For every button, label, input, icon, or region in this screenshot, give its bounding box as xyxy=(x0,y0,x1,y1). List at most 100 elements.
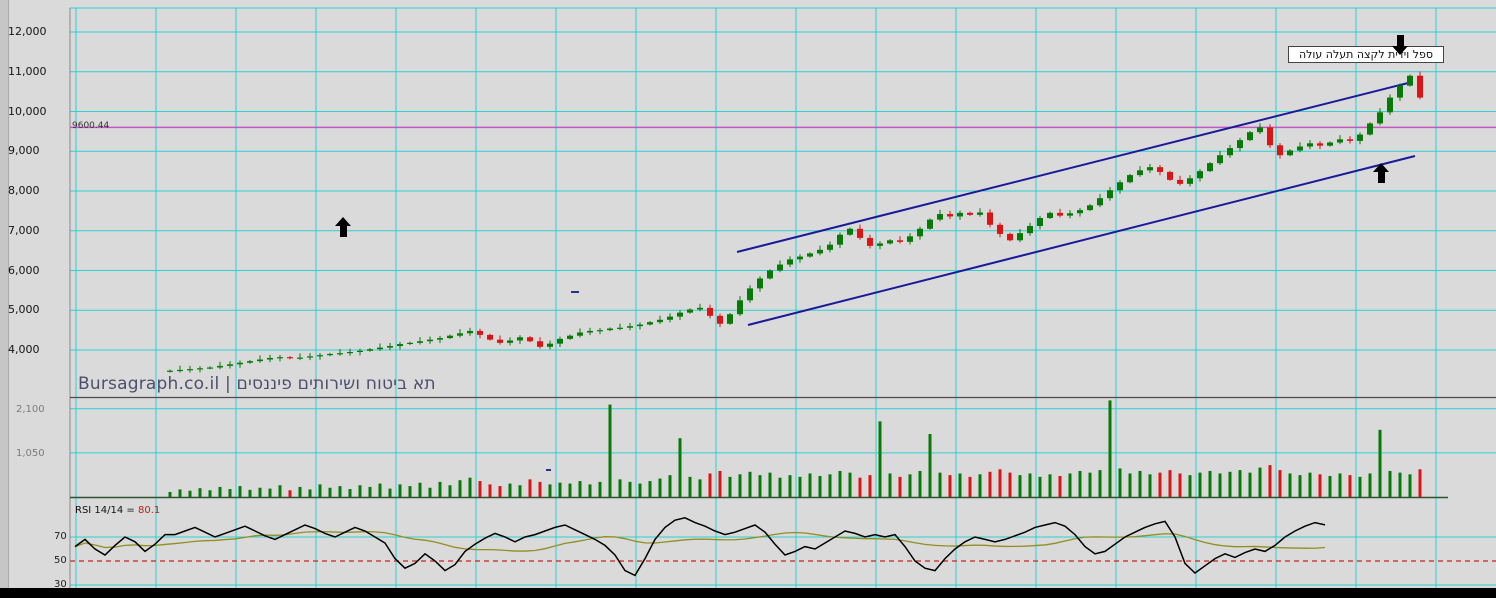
volume-bar xyxy=(238,486,242,497)
volume-bar xyxy=(538,481,542,497)
candle-body xyxy=(617,327,623,329)
candle-body xyxy=(397,344,403,347)
candle-body xyxy=(817,249,823,254)
volume-bar xyxy=(1408,474,1412,497)
candle-body xyxy=(357,350,363,352)
volume-bar xyxy=(498,486,502,497)
candle-body xyxy=(287,357,293,359)
candle-body xyxy=(1167,171,1173,180)
volume-bar xyxy=(1328,476,1332,497)
candle-body xyxy=(197,368,203,370)
volume-bar xyxy=(1218,473,1222,497)
volume-bar xyxy=(958,473,962,497)
candle-body xyxy=(337,353,343,355)
volume-bar xyxy=(198,488,202,497)
left-window-edge xyxy=(0,0,9,588)
volume-bar xyxy=(518,485,522,497)
price-line-label: 9600.44 xyxy=(72,121,110,132)
volume-bar xyxy=(388,488,392,497)
volume-bar xyxy=(308,489,312,497)
rsi-indicator-label: RSI 14/14 = 80.1 xyxy=(75,505,160,516)
candle-body xyxy=(417,341,423,343)
candle-body xyxy=(1207,163,1213,172)
arrow-shaft xyxy=(1377,172,1385,183)
candle-body xyxy=(527,337,533,342)
candle-body xyxy=(247,361,253,363)
candle-body xyxy=(1097,198,1103,206)
candle-body xyxy=(207,367,213,369)
candle-body xyxy=(487,334,493,340)
candle-body xyxy=(897,240,903,242)
volume-bar xyxy=(208,490,212,497)
candle-body xyxy=(517,337,523,341)
candle-body xyxy=(277,357,283,359)
candle-body xyxy=(347,351,353,354)
candle-body xyxy=(297,357,303,359)
candle-body xyxy=(847,228,853,235)
volume-bar xyxy=(478,481,482,497)
candle-body xyxy=(497,339,503,343)
volume-bar xyxy=(1068,473,1072,497)
volume-bar xyxy=(1178,473,1182,497)
candle-body xyxy=(1137,170,1143,176)
candle-body xyxy=(607,328,613,331)
arrow-head-icon xyxy=(335,217,351,226)
candle-body xyxy=(877,243,883,246)
candle-body xyxy=(907,236,913,242)
candle-body xyxy=(927,219,933,229)
volume-bar xyxy=(168,491,172,497)
candle-body xyxy=(997,224,1003,234)
volume-bar xyxy=(508,483,512,497)
volume-bar xyxy=(988,471,992,497)
volume-bar xyxy=(828,474,832,497)
volume-bar xyxy=(788,475,792,497)
trend-channel-line xyxy=(747,155,1416,326)
candle-body xyxy=(1047,212,1053,219)
volume-bar xyxy=(468,477,472,497)
candle-body xyxy=(457,333,463,336)
candle-body xyxy=(747,288,753,301)
volume-bar xyxy=(1368,473,1372,497)
volume-bar xyxy=(808,473,812,497)
volume-bar xyxy=(948,475,952,497)
volume-bar xyxy=(898,476,902,497)
candle-body xyxy=(327,353,333,356)
candle-body xyxy=(1157,167,1163,172)
candle-body xyxy=(1317,143,1323,146)
candle-body xyxy=(547,343,553,347)
volume-bar xyxy=(1188,475,1192,497)
volume-bar xyxy=(768,472,772,497)
candle-body xyxy=(867,237,873,246)
volume-bar xyxy=(1008,472,1012,497)
volume-bar xyxy=(358,485,362,497)
up-arrow-annotation xyxy=(1373,163,1389,183)
candle-body xyxy=(647,322,653,325)
volume-bar xyxy=(778,477,782,497)
volume-bar xyxy=(268,488,272,497)
candle-body xyxy=(307,356,313,358)
volume-bar xyxy=(1278,470,1282,497)
volume-bar xyxy=(928,434,932,497)
candle-body xyxy=(1197,171,1203,179)
candle-body xyxy=(1177,179,1183,184)
annotation-box: ספל וידית לקצה תעלה עולה xyxy=(1288,46,1444,63)
dash-mark-annotation xyxy=(571,291,579,293)
candle-body xyxy=(1277,145,1283,156)
volume-bar xyxy=(588,484,592,497)
volume-bar xyxy=(1268,465,1272,497)
volume-bar xyxy=(658,478,662,497)
candle-body xyxy=(477,330,483,335)
volume-bar xyxy=(1228,471,1232,497)
volume-bar xyxy=(338,486,342,497)
volume-bar xyxy=(298,486,302,497)
candle-body xyxy=(727,314,733,324)
candle-body xyxy=(1407,75,1413,86)
candle-body xyxy=(437,338,443,340)
volume-bar xyxy=(718,470,722,497)
volume-bar xyxy=(608,404,612,497)
candle-body xyxy=(1267,127,1273,146)
candle-body xyxy=(587,330,593,333)
volume-bar xyxy=(1128,473,1132,497)
volume-bar xyxy=(978,474,982,497)
